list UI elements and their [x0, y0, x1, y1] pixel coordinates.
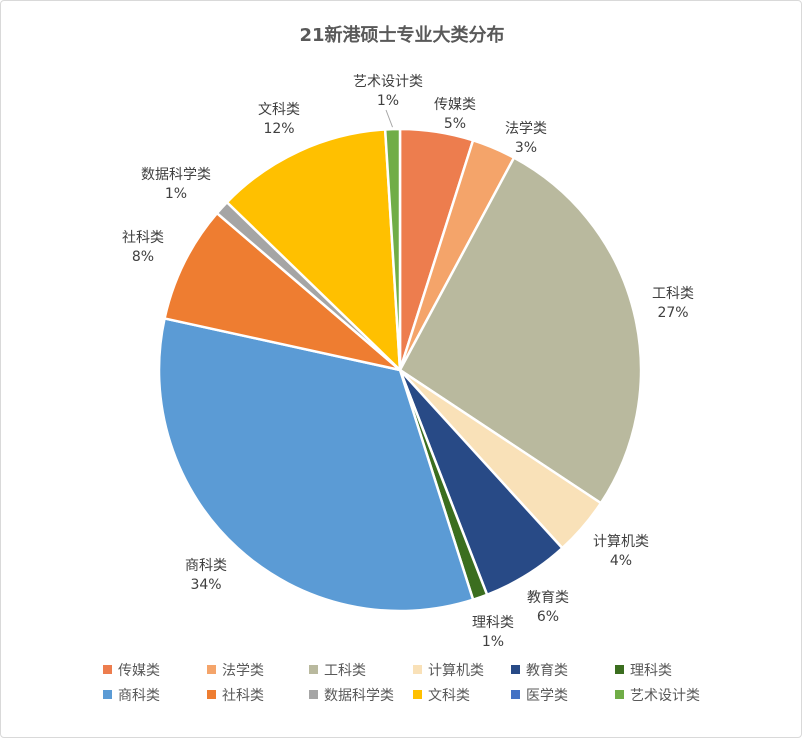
- legend-item-3: 工科类: [309, 663, 366, 679]
- legend-item-5: 教育类: [511, 663, 568, 679]
- legend-item-11: 医学类: [511, 688, 568, 704]
- slice-label-percent: 4%: [610, 553, 632, 569]
- slice-label-name: 文科类: [258, 102, 300, 118]
- slice-label-name: 数据科学类: [141, 167, 211, 183]
- pie-slice-7: [157, 317, 475, 613]
- legend-item-7: 商科类: [103, 688, 160, 704]
- legend-label: 计算机类: [428, 663, 484, 679]
- slice-label-6: 理科类 1%: [472, 615, 514, 650]
- slice-label-percent: 6%: [537, 609, 559, 625]
- legend-swatch: [309, 690, 318, 699]
- slice-label-12: 艺术设计类 1%: [353, 74, 423, 109]
- legend-swatch: [413, 665, 422, 674]
- slice-label-5: 教育类 6%: [527, 590, 569, 625]
- legend-item-6: 理科类: [615, 663, 672, 679]
- slice-label-7: 商科类 34%: [185, 558, 227, 593]
- legend-label: 艺术设计类: [630, 688, 700, 704]
- slices-layer: [157, 127, 643, 613]
- slice-label-10: 文科类 12%: [258, 102, 300, 137]
- slice-label-name: 传媒类: [434, 97, 476, 113]
- slice-label-3: 工科类 27%: [652, 286, 694, 321]
- slice-label-8: 社科类 8%: [122, 230, 164, 265]
- legend-item-9: 数据科学类: [309, 688, 394, 704]
- slice-label-percent: 8%: [132, 249, 154, 265]
- slice-label-percent: 1%: [165, 186, 187, 202]
- slice-label-2: 法学类 3%: [505, 121, 547, 156]
- legend-swatch: [309, 665, 318, 674]
- slice-label-percent: 12%: [263, 121, 294, 137]
- slice-label-name: 艺术设计类: [353, 74, 423, 90]
- slice-label-1: 传媒类 5%: [434, 97, 476, 132]
- legend-swatch: [511, 665, 520, 674]
- slice-label-name: 商科类: [185, 558, 227, 574]
- legend-label: 传媒类: [118, 663, 160, 679]
- slice-label-percent: 1%: [482, 634, 504, 650]
- pie-slice-10: [225, 128, 402, 372]
- legend-item-12: 艺术设计类: [615, 688, 700, 704]
- legend-swatch: [615, 690, 624, 699]
- legend-swatch: [103, 690, 112, 699]
- slice-label-name: 教育类: [527, 590, 569, 606]
- legend-item-1: 传媒类: [103, 663, 160, 679]
- chart-title: 21新港硕士专业大类分布: [299, 24, 504, 46]
- legend-label: 数据科学类: [324, 688, 394, 704]
- legend-label: 教育类: [526, 663, 568, 679]
- legend-item-4: 计算机类: [413, 663, 484, 679]
- leader-lines: [385, 109, 393, 128]
- legend-swatch: [207, 690, 216, 699]
- slice-label-name: 法学类: [505, 121, 547, 137]
- slice-label-percent: 3%: [515, 140, 537, 156]
- pie-slice-12: [383, 127, 402, 372]
- pie-slice-8: [163, 211, 402, 372]
- slice-label-percent: 5%: [444, 116, 466, 132]
- pie-slice-3: [398, 156, 643, 505]
- legend-swatch: [413, 690, 422, 699]
- slice-label-name: 理科类: [472, 615, 514, 631]
- slice-label-4: 计算机类 4%: [593, 534, 649, 569]
- legend-swatch: [207, 665, 216, 674]
- slice-labels: 传媒类 5% 法学类 3% 工科类 27% 计算机类 4% 教育类 6% 理科类 1% 商科类 34% 社科…: [122, 74, 694, 650]
- legend-item-10: 文科类: [413, 688, 470, 704]
- legend-item-8: 社科类: [207, 688, 264, 704]
- legend-label: 医学类: [526, 688, 568, 704]
- legend-label: 社科类: [222, 688, 264, 704]
- legend-swatch: [103, 665, 112, 674]
- slice-label-percent: 27%: [657, 305, 688, 321]
- slice-label-name: 计算机类: [593, 534, 649, 550]
- legend-label: 工科类: [324, 663, 366, 679]
- legend-label: 法学类: [222, 663, 264, 679]
- legend-label: 理科类: [630, 663, 672, 679]
- slice-label-9: 数据科学类 1%: [141, 167, 211, 202]
- slice-label-name: 社科类: [122, 230, 164, 246]
- legend-swatch: [615, 665, 624, 674]
- leader-line: [385, 109, 393, 128]
- slice-label-name: 工科类: [652, 286, 694, 302]
- legend-label: 文科类: [428, 688, 470, 704]
- legend-label: 商科类: [118, 688, 160, 704]
- slice-label-percent: 1%: [377, 93, 399, 109]
- legend-item-2: 法学类: [207, 663, 264, 679]
- legend-swatch: [511, 690, 520, 699]
- slice-label-percent: 34%: [190, 577, 221, 593]
